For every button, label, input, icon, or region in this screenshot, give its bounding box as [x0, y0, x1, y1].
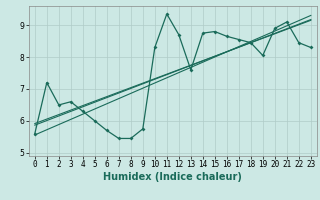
X-axis label: Humidex (Indice chaleur): Humidex (Indice chaleur)	[103, 172, 242, 182]
